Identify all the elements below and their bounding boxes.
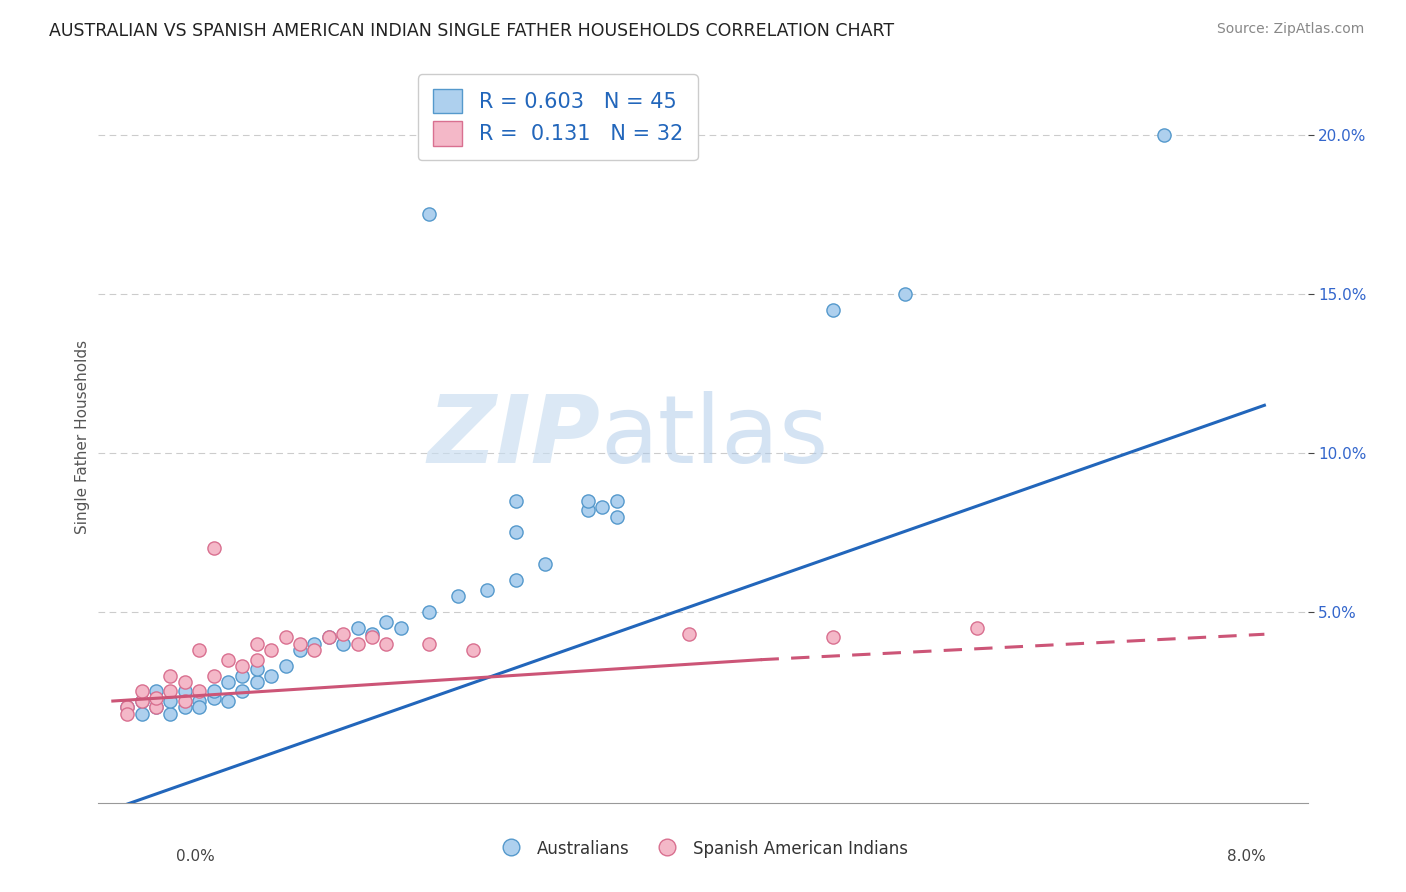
- Point: [606, 509, 628, 524]
- Point: [418, 207, 440, 221]
- Text: 0.0%: 0.0%: [176, 849, 215, 863]
- Point: [821, 631, 844, 645]
- Text: Source: ZipAtlas.com: Source: ZipAtlas.com: [1216, 22, 1364, 37]
- Point: [145, 700, 167, 714]
- Point: [418, 637, 440, 651]
- Point: [274, 631, 297, 645]
- Point: [475, 582, 498, 597]
- Point: [246, 637, 269, 651]
- Point: [173, 694, 195, 708]
- Legend: Australians, Spanish American Indians: Australians, Spanish American Indians: [492, 832, 914, 866]
- Point: [246, 675, 269, 690]
- Point: [505, 573, 527, 587]
- Point: [115, 700, 138, 714]
- Point: [131, 694, 153, 708]
- Point: [678, 627, 700, 641]
- Point: [131, 694, 153, 708]
- Text: 8.0%: 8.0%: [1226, 849, 1265, 863]
- Point: [346, 637, 368, 651]
- Point: [606, 493, 628, 508]
- Point: [188, 700, 211, 714]
- Point: [505, 493, 527, 508]
- Point: [361, 627, 384, 641]
- Point: [145, 684, 167, 698]
- Point: [217, 653, 239, 667]
- Point: [115, 706, 138, 721]
- Point: [145, 690, 167, 705]
- Point: [231, 668, 253, 682]
- Point: [217, 694, 239, 708]
- Text: ZIP: ZIP: [427, 391, 600, 483]
- Point: [332, 637, 354, 651]
- Point: [591, 500, 613, 514]
- Point: [159, 668, 181, 682]
- Point: [246, 653, 269, 667]
- Point: [346, 621, 368, 635]
- Point: [188, 694, 211, 708]
- Point: [418, 605, 440, 619]
- Point: [131, 706, 153, 721]
- Point: [188, 684, 211, 698]
- Point: [159, 684, 181, 698]
- Point: [202, 541, 225, 556]
- Point: [318, 631, 340, 645]
- Point: [202, 684, 225, 698]
- Text: atlas: atlas: [600, 391, 828, 483]
- Point: [332, 627, 354, 641]
- Point: [505, 525, 527, 540]
- Point: [231, 684, 253, 698]
- Point: [389, 621, 412, 635]
- Point: [576, 493, 599, 508]
- Point: [173, 684, 195, 698]
- Point: [173, 675, 195, 690]
- Point: [202, 668, 225, 682]
- Y-axis label: Single Father Households: Single Father Households: [75, 340, 90, 534]
- Point: [966, 621, 988, 635]
- Point: [304, 643, 326, 657]
- Point: [1153, 128, 1175, 142]
- Point: [202, 690, 225, 705]
- Point: [115, 700, 138, 714]
- Point: [231, 659, 253, 673]
- Legend: R = 0.603   N = 45, R =  0.131   N = 32: R = 0.603 N = 45, R = 0.131 N = 32: [418, 74, 697, 160]
- Point: [274, 659, 297, 673]
- Point: [288, 637, 311, 651]
- Point: [533, 558, 555, 572]
- Point: [260, 643, 283, 657]
- Point: [318, 631, 340, 645]
- Point: [375, 615, 398, 629]
- Point: [159, 694, 181, 708]
- Point: [159, 706, 181, 721]
- Point: [131, 684, 153, 698]
- Point: [893, 287, 915, 301]
- Point: [288, 643, 311, 657]
- Point: [576, 503, 599, 517]
- Point: [217, 675, 239, 690]
- Point: [447, 589, 470, 603]
- Point: [260, 668, 283, 682]
- Point: [821, 302, 844, 317]
- Point: [361, 631, 384, 645]
- Point: [304, 637, 326, 651]
- Point: [173, 700, 195, 714]
- Point: [145, 700, 167, 714]
- Point: [375, 637, 398, 651]
- Text: AUSTRALIAN VS SPANISH AMERICAN INDIAN SINGLE FATHER HOUSEHOLDS CORRELATION CHART: AUSTRALIAN VS SPANISH AMERICAN INDIAN SI…: [49, 22, 894, 40]
- Point: [246, 662, 269, 676]
- Point: [188, 643, 211, 657]
- Point: [461, 643, 484, 657]
